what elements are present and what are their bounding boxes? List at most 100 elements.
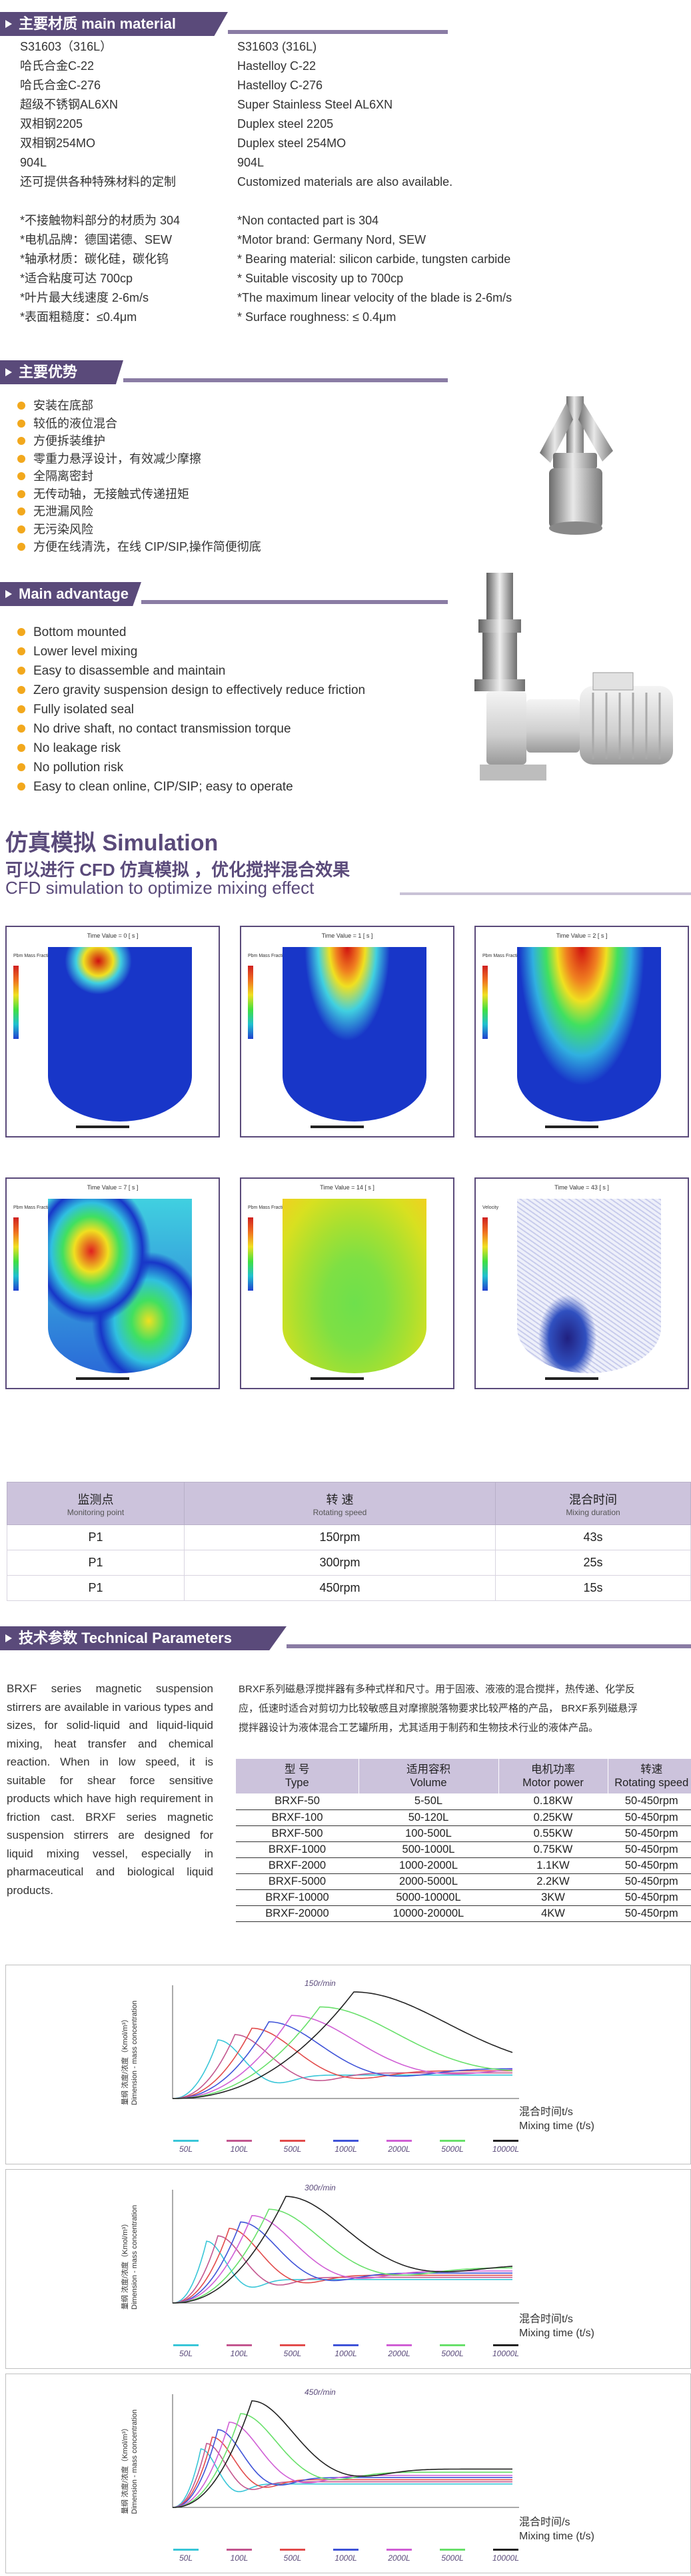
table-cell: 25s (495, 1550, 691, 1576)
series-line-100L (172, 2443, 512, 2508)
table-cell: 50-450rpm (608, 1857, 691, 1874)
legend-swatch (280, 2140, 305, 2142)
header-en: Motor power (522, 1777, 584, 1789)
cfd-tank (517, 947, 661, 1122)
material-item: 双相钢2205 (20, 117, 83, 131)
advantages-en-list: Bottom mounted Lower level mixing Easy t… (15, 623, 365, 797)
table-cell: BRXF-10000 (236, 1889, 358, 1906)
material-item: 904L (20, 156, 47, 169)
legend-item: 5000L (436, 2344, 469, 2358)
series-line-100L (172, 2034, 512, 2099)
material-item: 超级不锈钢AL6XN (20, 98, 119, 111)
simulation-title: 仿真模拟 Simulation (5, 830, 219, 856)
y-axis-label-en: Dimension - mass concentration (131, 2000, 139, 2105)
table-cell: 15s (495, 1575, 691, 1601)
cfd-panel-7s: Time Value = 7 [ s ] Pbm Mass Fraction (5, 1177, 220, 1389)
mixing-chart-300rpm: 300r/min 量纲 浓度/浓度（Kmol/m³） Dimension - ma… (5, 2169, 691, 2369)
header-cn: 混合时间 (569, 1492, 617, 1506)
legend-swatch (493, 2344, 518, 2346)
cfd-legend-title: Pbm Mass Fraction (482, 954, 523, 958)
legend-swatch (173, 2344, 199, 2346)
cfd-tank (283, 1199, 426, 1373)
table-cell: 50-450rpm (608, 1793, 691, 1810)
x-axis-label: 混合时间t/s Mixing time (t/s) (519, 2105, 594, 2133)
table-cell: 4KW (498, 1905, 608, 1922)
table-cell: P1 (7, 1575, 185, 1601)
legend-item: 500L (276, 2140, 309, 2154)
cfd-color-scale (482, 966, 488, 1039)
legend-swatch (173, 2549, 199, 2551)
legend-item: 1000L (329, 2549, 362, 2563)
series-line-10000L (173, 1991, 513, 2099)
legend-item: 10000L (489, 2549, 522, 2563)
legend-item: 500L (276, 2344, 309, 2358)
section-divider (228, 30, 448, 34)
table-row: P1 450rpm 15s (7, 1575, 691, 1601)
legend-item: 50L (169, 2549, 203, 2563)
material-note: *不接触物料部分的材质为 304 (20, 214, 181, 227)
table-row: BRXF-2000 1000-2000L 1.1KW 50-450rpm (236, 1857, 691, 1874)
cfd-legend-title: Pbm Mass Fraction (248, 954, 289, 958)
legend-item: 2000L (382, 2140, 416, 2154)
table-cell: 50-450rpm (608, 1905, 691, 1922)
cfd-tank (48, 1199, 192, 1373)
mixing-duration-table: 监测点 Monitoring point 转 速 Rotating speed 混合… (7, 1482, 691, 1601)
header-en: Mixing duration (566, 1507, 620, 1517)
legend-swatch (333, 2344, 358, 2346)
series-line-50L (172, 2039, 512, 2099)
material-item: Duplex steel 2205 (237, 117, 334, 131)
x-axis-label-cn: 混合时间t/s (519, 2106, 573, 2118)
material-note: *表面粗糙度：≤0.4μm (20, 310, 137, 324)
simulation-underline (400, 892, 691, 895)
table-cell: 5000-10000L (358, 1889, 498, 1906)
advantages-en-section-header: Main advantage (0, 582, 691, 606)
material-note: *Non contacted part is 304 (237, 214, 379, 227)
legend-label: 1000L (335, 2553, 357, 2563)
cfd-color-scale (248, 966, 253, 1039)
legend-label: 5000L (441, 2144, 464, 2154)
chart-legend: 50L 100L 500L 1000L 2000L 5000L 10000L (169, 2549, 542, 2566)
cfd-panel-title: Time Value = 1 [ s ] (321, 932, 373, 939)
cfd-scale-bar (76, 1126, 129, 1128)
legend-label: 500L (283, 2553, 302, 2563)
table-row: BRXF-50 5-50L 0.18KW 50-450rpm (236, 1793, 691, 1810)
legend-swatch (280, 2344, 305, 2346)
table-cell: 0.25KW (498, 1809, 608, 1826)
legend-swatch (440, 2140, 465, 2142)
header-cn: 转 速 (326, 1492, 354, 1506)
cfd-panel-title: Time Value = 0 [ s ] (87, 932, 139, 939)
table-row: P1 150rpm 43s (7, 1524, 691, 1550)
material-item: S31603（316L） (20, 40, 113, 53)
legend-swatch (386, 2344, 412, 2346)
legend-item: 1000L (329, 2344, 362, 2358)
table-cell: 300rpm (184, 1550, 496, 1576)
cfd-panel-title: Time Value = 2 [ s ] (556, 932, 608, 939)
table-row: BRXF-100 50-120L 0.25KW 50-450rpm (236, 1809, 691, 1826)
table-cell: 50-450rpm (608, 1841, 691, 1858)
legend-item: 1000L (329, 2140, 362, 2154)
legend-label: 500L (283, 2144, 302, 2154)
legend-item: 50L (169, 2344, 203, 2358)
legend-item: 5000L (436, 2140, 469, 2154)
technical-section-header: 技术参数 Technical Parameters (0, 1626, 691, 1650)
material-note: *适合粘度可达 700cp (20, 272, 133, 285)
cfd-scale-bar (545, 1377, 598, 1380)
advantage-item: 无泄漏风险 (15, 503, 261, 521)
cfd-tank (517, 1199, 661, 1373)
advantage-item: 零重力悬浮设计，有效减少摩擦 (15, 450, 261, 468)
table-row: BRXF-1000 500-1000L 0.75KW 50-450rpm (236, 1841, 691, 1858)
mixer-motor-image (474, 573, 673, 781)
material-note: *轴承材质：碳化硅，碳化钨 (20, 252, 169, 266)
y-axis-label-en: Dimension - mass concentration (131, 2204, 139, 2310)
header-en: Volume (410, 1777, 447, 1789)
material-item: 904L (237, 156, 265, 169)
table-cell: 50-450rpm (608, 1873, 691, 1890)
legend-item: 2000L (382, 2549, 416, 2563)
cfd-tank (48, 947, 192, 1122)
materials-heading: 主要材质 main material (0, 12, 228, 36)
table-cell: 50-120L (358, 1809, 498, 1826)
legend-label: 10000L (492, 2349, 520, 2358)
cfd-color-scale (248, 1217, 253, 1291)
technical-description-cn: BRXF系列磁悬浮搅拌器有多种式样和尺寸。用于固液、液液的混合搅拌，热传递、化学… (239, 1680, 691, 1738)
series-line-500L (172, 2027, 512, 2099)
